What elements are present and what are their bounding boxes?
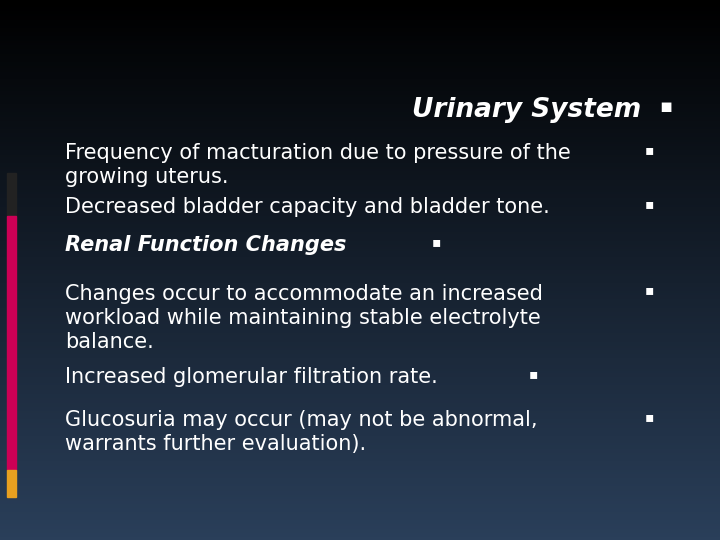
Text: ▪: ▪ <box>644 197 654 211</box>
Text: Glucosuria may occur (may not be abnormal,
warrants further evaluation).: Glucosuria may occur (may not be abnorma… <box>65 410 537 454</box>
Text: Renal Function Changes: Renal Function Changes <box>65 235 346 255</box>
Text: Frequency of macturation due to pressure of the
growing uterus.: Frequency of macturation due to pressure… <box>65 143 570 187</box>
Text: ▪: ▪ <box>659 97 672 116</box>
Text: Changes occur to accommodate an increased
workload while maintaining stable elec: Changes occur to accommodate an increase… <box>65 284 543 352</box>
Text: Decreased bladder capacity and bladder tone.: Decreased bladder capacity and bladder t… <box>65 197 549 217</box>
Bar <box>7 216 16 470</box>
Text: Increased glomerular filtration rate.: Increased glomerular filtration rate. <box>65 367 438 387</box>
Bar <box>7 470 16 497</box>
Text: Urinary System: Urinary System <box>412 97 641 123</box>
Text: ▪: ▪ <box>644 143 654 157</box>
Text: ▪: ▪ <box>644 410 654 424</box>
Text: ▪: ▪ <box>644 284 654 298</box>
Bar <box>7 173 16 216</box>
Text: ▪: ▪ <box>432 235 441 249</box>
Text: ▪: ▪ <box>529 367 539 381</box>
